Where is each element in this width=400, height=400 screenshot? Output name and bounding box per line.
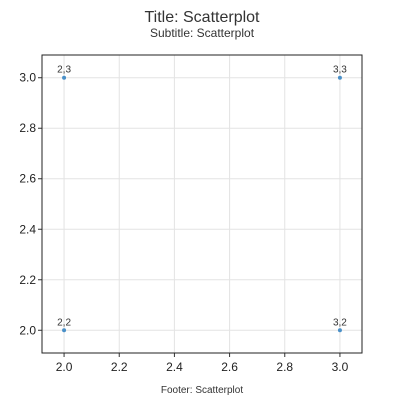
x-tick-label: 2.6 — [221, 360, 238, 374]
x-tick-label: 2.4 — [166, 360, 183, 374]
data-point — [337, 328, 342, 333]
data-point-label: 3,2 — [333, 317, 347, 328]
data-point — [62, 328, 67, 333]
y-tick-label: 2.8 — [19, 121, 36, 135]
data-point-label: 2,3 — [57, 65, 71, 76]
y-axis: 2.0 2.2 2.4 2.6 2.8 3.0 — [19, 71, 42, 337]
y-tick-label: 2.4 — [19, 222, 36, 236]
x-tick-label: 2.0 — [56, 360, 73, 374]
y-tick-label: 3.0 — [19, 71, 36, 85]
x-tick-label: 3.0 — [332, 360, 349, 374]
x-tick-label: 2.2 — [111, 360, 128, 374]
chart-title: Title: Scatterplot — [144, 9, 260, 26]
y-tick-label: 2.0 — [19, 323, 36, 337]
grid-lines — [42, 55, 362, 353]
data-point-labels: 2,3 3,3 2,2 3,2 — [57, 65, 347, 329]
data-point — [62, 75, 67, 80]
x-tick-label: 2.8 — [276, 360, 293, 374]
data-point-label: 3,3 — [333, 65, 347, 76]
data-points — [62, 75, 342, 333]
x-axis: 2.0 2.2 2.4 2.6 2.8 3.0 — [56, 353, 349, 374]
y-tick-label: 2.6 — [19, 172, 36, 186]
chart-subtitle: Subtitle: Scatterplot — [150, 26, 255, 40]
data-point-label: 2,2 — [57, 317, 71, 328]
chart-footer: Footer: Scatterplot — [161, 385, 243, 396]
plot-area-frame — [41, 54, 363, 354]
data-point — [337, 75, 342, 80]
y-tick-label: 2.2 — [19, 273, 36, 287]
